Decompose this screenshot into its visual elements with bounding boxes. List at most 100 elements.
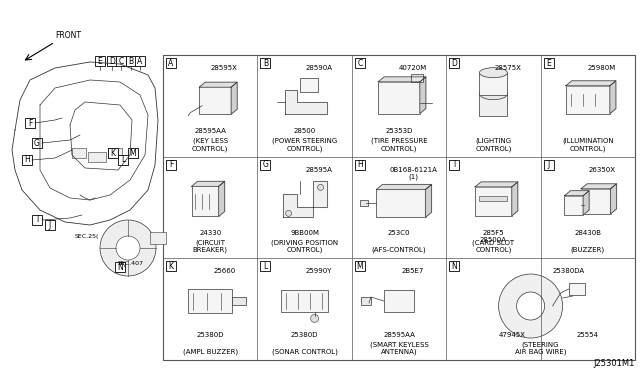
- Bar: [115, 262, 125, 272]
- Text: 25353D: 25353D: [385, 128, 413, 134]
- Bar: [378, 82, 420, 113]
- Bar: [118, 155, 128, 165]
- Text: (BUZZER): (BUZZER): [571, 247, 605, 253]
- Text: E: E: [98, 57, 102, 65]
- Text: SEC.25(: SEC.25(: [75, 234, 99, 239]
- Text: (CARD SLOT
CONTROL): (CARD SLOT CONTROL): [472, 239, 515, 253]
- Text: 25380D: 25380D: [291, 331, 318, 337]
- Text: 28595X: 28595X: [211, 65, 238, 71]
- Text: 9BB00M: 9BB00M: [290, 230, 319, 236]
- Bar: [260, 262, 270, 271]
- Text: G: G: [262, 160, 268, 169]
- Text: SEC.407: SEC.407: [118, 261, 144, 266]
- Text: 28430B: 28430B: [574, 230, 602, 236]
- Text: K: K: [111, 148, 115, 157]
- Circle shape: [499, 274, 563, 338]
- Text: 25660: 25660: [213, 268, 236, 274]
- Text: 25380DA: 25380DA: [553, 268, 585, 274]
- Bar: [192, 186, 219, 217]
- Polygon shape: [219, 181, 225, 217]
- Bar: [260, 160, 270, 170]
- Bar: [116, 56, 126, 66]
- Bar: [108, 148, 122, 158]
- Bar: [166, 262, 176, 271]
- Text: (AFS-CONTROL): (AFS-CONTROL): [372, 247, 426, 253]
- Bar: [412, 74, 423, 82]
- Text: 26350X: 26350X: [588, 167, 616, 173]
- Polygon shape: [192, 181, 225, 186]
- Circle shape: [116, 236, 140, 260]
- Text: 40720M: 40720M: [399, 65, 428, 71]
- Polygon shape: [610, 81, 616, 113]
- Bar: [32, 215, 42, 225]
- Polygon shape: [376, 185, 431, 189]
- Polygon shape: [512, 182, 518, 216]
- Text: 0B168-6121A
(1): 0B168-6121A (1): [389, 167, 437, 180]
- Text: A: A: [138, 57, 143, 65]
- Bar: [72, 148, 86, 158]
- Text: L: L: [121, 155, 125, 164]
- Polygon shape: [420, 77, 426, 113]
- Text: J: J: [547, 160, 550, 169]
- Circle shape: [516, 292, 545, 320]
- Circle shape: [310, 314, 319, 323]
- Bar: [475, 187, 512, 216]
- Text: D: D: [451, 58, 457, 67]
- Text: (DRIVING POSITION
CONTROL): (DRIVING POSITION CONTROL): [271, 239, 338, 253]
- Polygon shape: [199, 82, 237, 87]
- Text: 253C0: 253C0: [388, 230, 410, 236]
- Bar: [25, 118, 35, 128]
- Bar: [479, 73, 508, 95]
- Bar: [376, 189, 426, 217]
- Text: C: C: [357, 58, 362, 67]
- Bar: [107, 56, 117, 66]
- Bar: [355, 262, 365, 271]
- Text: E: E: [546, 58, 551, 67]
- Text: H: H: [24, 155, 30, 164]
- Bar: [355, 58, 365, 68]
- Bar: [199, 87, 231, 114]
- Text: 2B5E7: 2B5E7: [402, 268, 424, 274]
- Bar: [568, 283, 584, 295]
- Text: M: M: [130, 148, 136, 157]
- Text: I: I: [36, 215, 38, 224]
- Text: 25980M: 25980M: [588, 65, 616, 71]
- Text: N: N: [117, 263, 123, 272]
- Polygon shape: [426, 185, 431, 217]
- Bar: [163, 55, 635, 360]
- Text: B: B: [263, 58, 268, 67]
- Polygon shape: [475, 182, 518, 187]
- Bar: [232, 297, 246, 305]
- Text: C: C: [118, 57, 124, 65]
- Bar: [449, 262, 460, 271]
- Bar: [108, 148, 118, 158]
- Bar: [543, 160, 554, 170]
- Bar: [95, 56, 105, 66]
- Text: 28595A: 28595A: [305, 167, 332, 173]
- Text: B: B: [129, 57, 134, 65]
- Bar: [135, 56, 145, 66]
- Ellipse shape: [479, 88, 508, 100]
- Bar: [126, 56, 136, 66]
- Text: (SONAR CONTROL): (SONAR CONTROL): [271, 349, 337, 355]
- Text: 28575X: 28575X: [494, 65, 521, 71]
- Circle shape: [100, 220, 156, 276]
- Polygon shape: [566, 81, 616, 86]
- Bar: [566, 86, 610, 113]
- Polygon shape: [231, 82, 237, 114]
- Polygon shape: [378, 77, 426, 82]
- Text: M: M: [356, 262, 363, 271]
- Text: F: F: [169, 160, 173, 169]
- Bar: [260, 58, 270, 68]
- Bar: [128, 148, 138, 158]
- Text: 28500: 28500: [294, 128, 316, 134]
- Text: A: A: [168, 58, 173, 67]
- Bar: [543, 58, 554, 68]
- Bar: [281, 290, 328, 312]
- Text: 25554: 25554: [577, 331, 599, 337]
- Bar: [300, 78, 317, 92]
- Text: 28590A: 28590A: [305, 65, 332, 71]
- Bar: [88, 152, 106, 162]
- Text: (STEERING
AIR BAG WIRE): (STEERING AIR BAG WIRE): [515, 341, 566, 355]
- Circle shape: [317, 185, 324, 190]
